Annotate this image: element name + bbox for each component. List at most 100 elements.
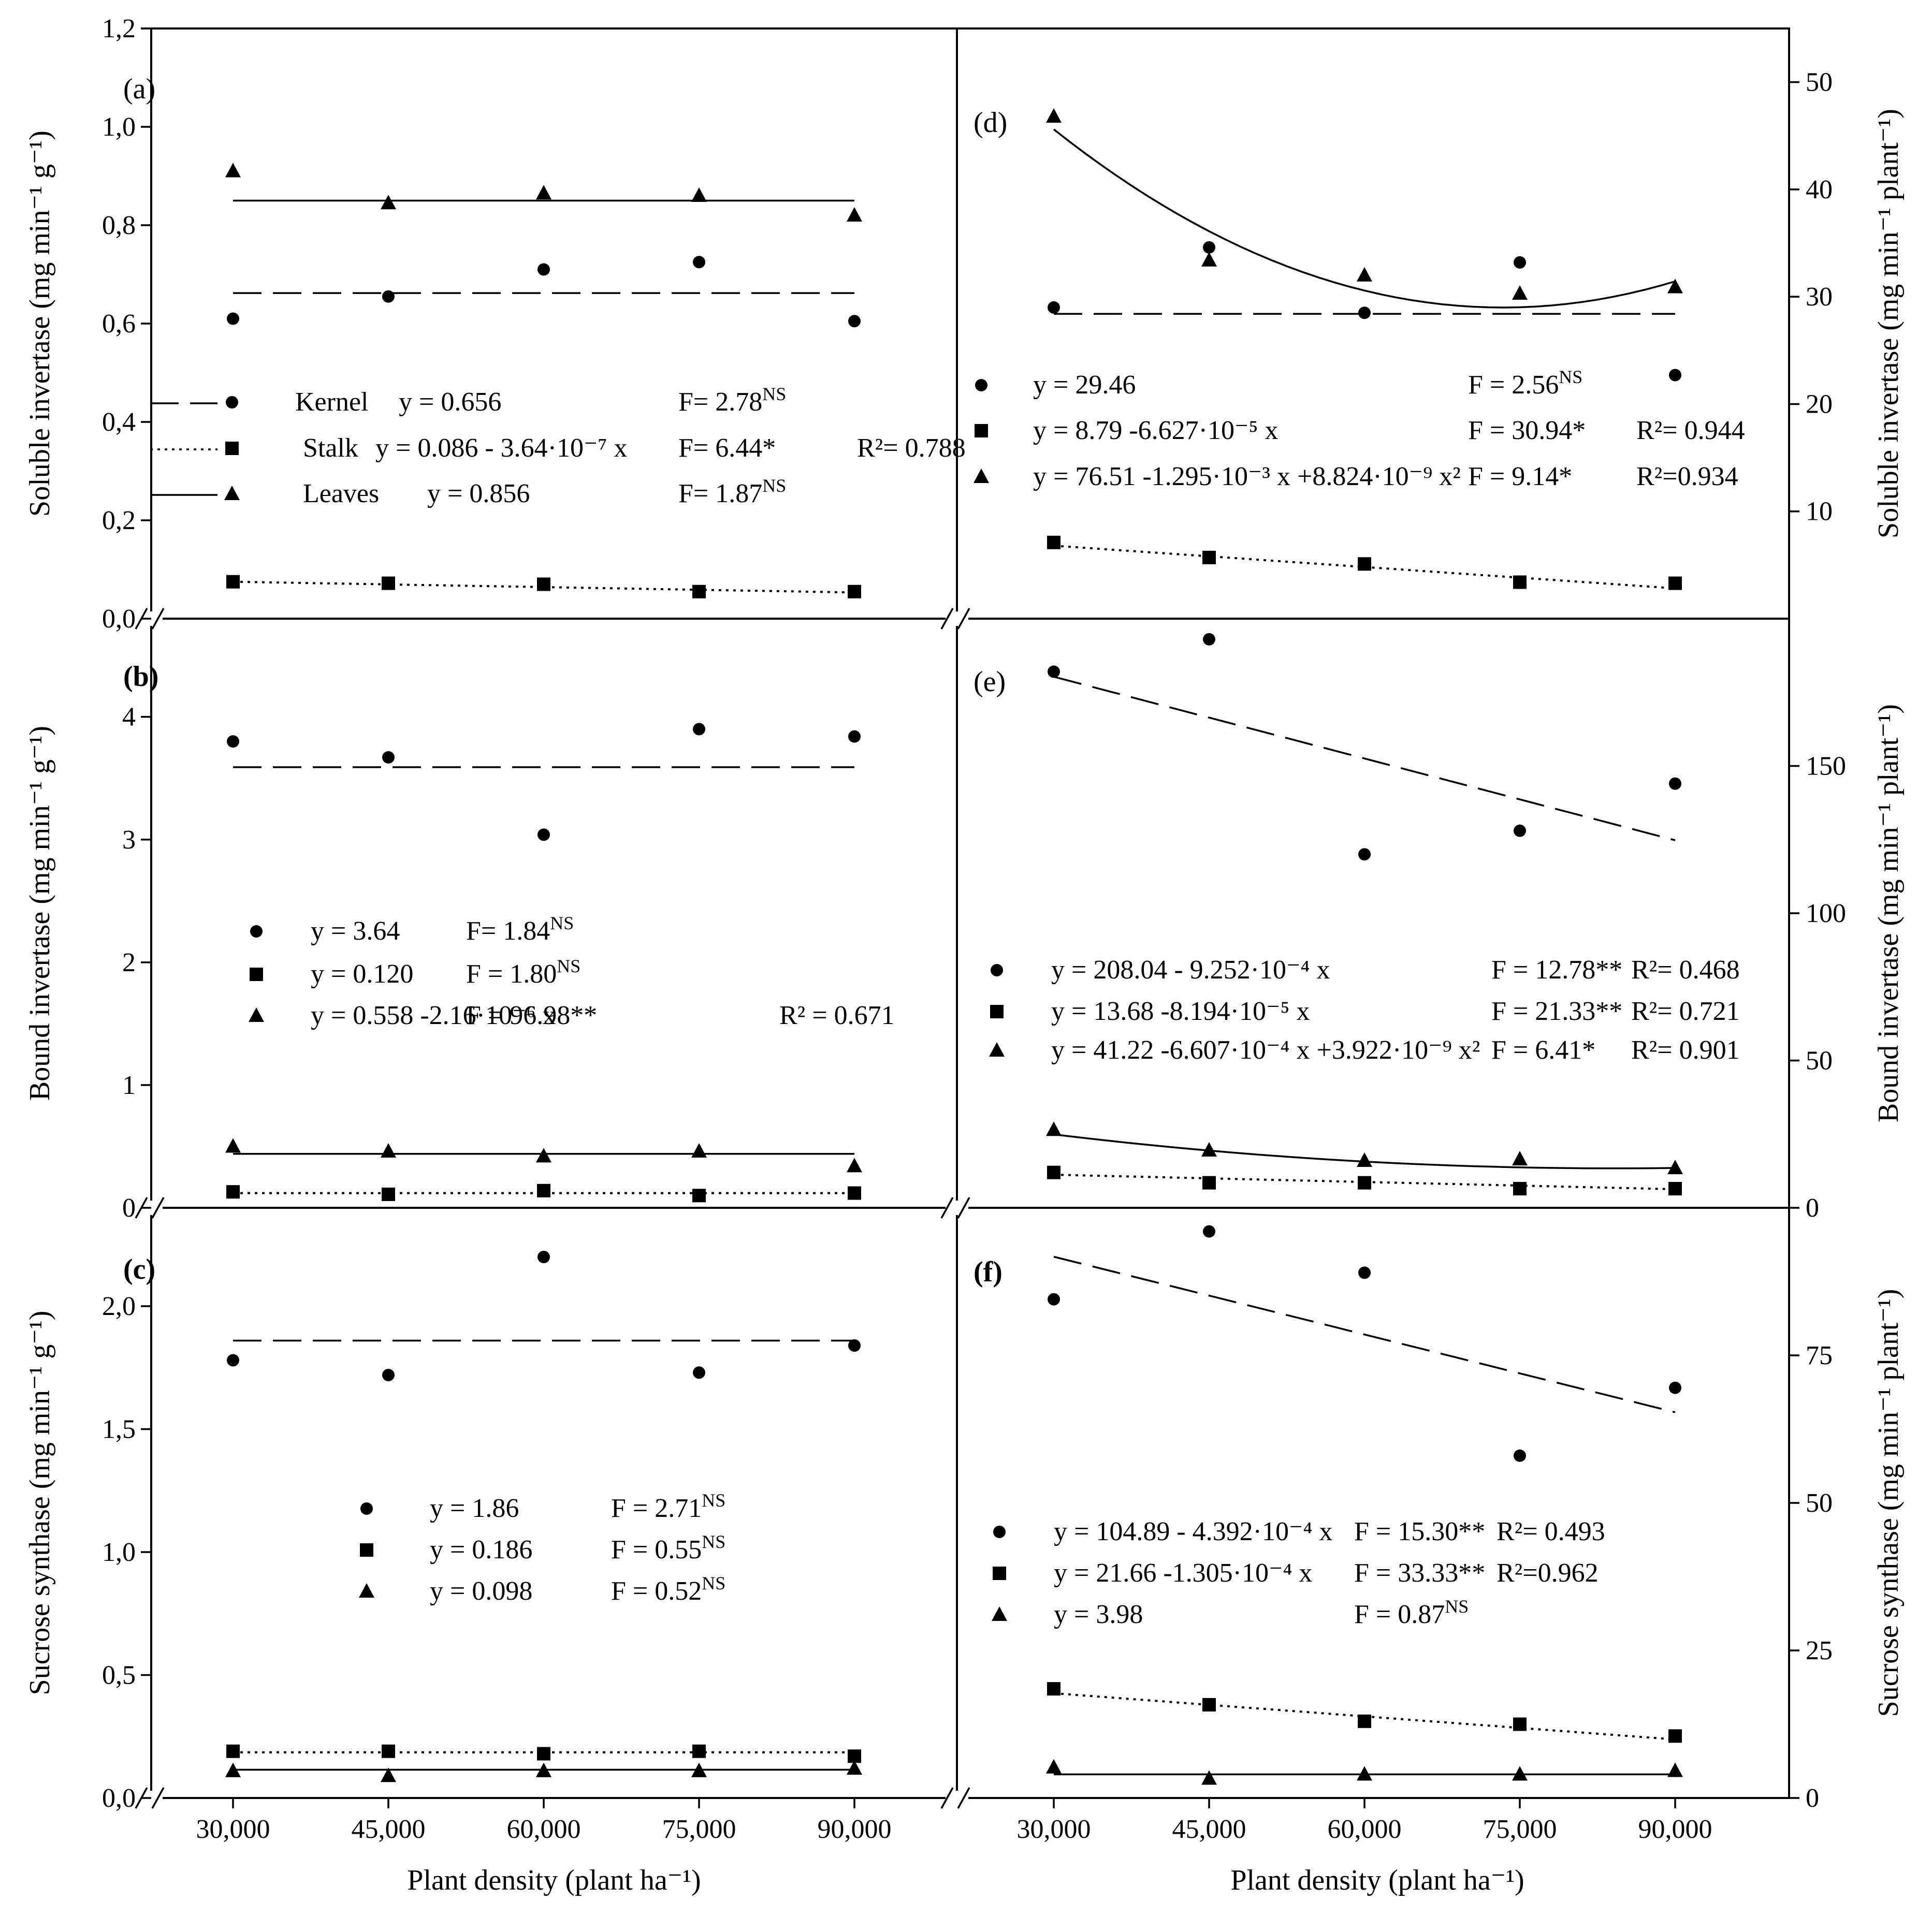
legend-marker-stalk: [990, 1005, 1004, 1018]
fit-line-kernel: [1053, 676, 1676, 841]
panel-label: (b): [123, 661, 158, 693]
panel-label: (d): [974, 107, 1007, 139]
data-point-leaves: [536, 1148, 551, 1163]
data-point-kernel: [693, 1366, 705, 1379]
y-tick-label: 0,2: [102, 506, 136, 535]
legend-name: Stalk: [303, 433, 358, 463]
equation-text: y = 3.64: [311, 916, 400, 946]
equation-r2: R²=0.962: [1497, 1558, 1599, 1588]
panel-d: 10 20 30 40 50 Soluble invertase (mg min⁻¹ pl…: [974, 68, 1905, 590]
equation-f: F = 0.55NS: [611, 1531, 725, 1565]
y-tick-label: 30: [1806, 282, 1833, 312]
axis-break-mark: [940, 1787, 954, 1809]
panel-label: (f): [974, 1256, 1003, 1288]
panel-label: (c): [123, 1253, 155, 1285]
data-point-stalk: [537, 1747, 550, 1761]
legend-marker-stalk: [225, 442, 239, 455]
axis-break-mark: [151, 1787, 165, 1809]
legend-marker-stalk: [360, 1543, 373, 1557]
data-point-leaves: [1046, 108, 1062, 123]
y-tick-label: 75: [1806, 1341, 1833, 1370]
equation-f: F= 1.87NS: [678, 475, 786, 508]
data-point-stalk: [1513, 575, 1527, 589]
data-point-kernel: [1358, 306, 1371, 319]
x-tick-label: 45,000: [352, 1815, 426, 1844]
data-point-kernel: [1048, 301, 1060, 314]
panel-a: 0,0 0,2 0,4 0,6 0,8 1,0 1,2 Soluble invertase (…: [24, 14, 966, 634]
data-point-kernel: [1514, 256, 1526, 269]
legend-marker-leaves: [992, 1606, 1007, 1621]
equation-f: F = 12.78**: [1491, 955, 1622, 985]
data-point-stalk: [692, 1744, 706, 1758]
x-tick-label: 30,000: [1017, 1815, 1091, 1844]
panel-label: (a): [123, 73, 155, 105]
legend-marker-kernel: [250, 925, 263, 938]
y-tick-label: 10: [1806, 497, 1833, 527]
equation-text: y = 0.120: [311, 959, 413, 989]
equation-text: y = 0.856: [427, 479, 530, 508]
panel-c: 0,0 0,5 1,0 1,5 2,0 Sucrose synthase (mg min⁻…: [24, 1251, 862, 1813]
legend-marker-stalk: [975, 424, 988, 437]
equation-r2: R²= 0.901: [1631, 1035, 1740, 1065]
data-point-leaves: [536, 1762, 551, 1777]
x-tick-label: 75,000: [662, 1815, 736, 1844]
axis-break-mark: [151, 608, 165, 630]
data-point-leaves: [1667, 1762, 1683, 1777]
data-point-leaves: [1512, 1766, 1528, 1781]
data-point-stalk: [382, 1744, 395, 1758]
fit-line-leaves: [1053, 128, 1676, 309]
data-point-leaves: [1357, 1152, 1372, 1167]
legend-marker-kernel: [993, 1526, 1006, 1538]
x-tick-label: 45,000: [1172, 1815, 1246, 1844]
equation-f: F= 1.84NS: [466, 913, 574, 946]
data-point-leaves: [847, 1760, 862, 1775]
equation-f: F= 2.78NS: [678, 384, 786, 417]
data-point-kernel: [1669, 369, 1681, 382]
y-tick-label: 0,6: [102, 309, 136, 339]
data-point-kernel: [382, 751, 395, 764]
y-tick-label: 1,5: [102, 1415, 136, 1444]
data-point-stalk: [537, 577, 550, 591]
legend-marker-leaves: [359, 1583, 374, 1598]
y-tick-label: 1,0: [102, 112, 136, 142]
axis-break-mark: [151, 1197, 165, 1219]
data-point-kernel: [382, 1369, 395, 1381]
y-tick-label: 25: [1806, 1636, 1833, 1665]
panel-e: 0 50 100 150 Bound invertase (mg min⁻¹ plant…: [974, 633, 1905, 1223]
equation-f: F = 0.87NS: [1354, 1596, 1469, 1629]
x-tick-label: 60,000: [507, 1815, 581, 1844]
data-point-kernel: [227, 1354, 239, 1367]
equation-text: y = 8.79 -6.627·10⁻⁵ x: [1033, 416, 1279, 445]
y-axis-label: Soluble invertase (mg min⁻¹ g⁻¹): [24, 130, 56, 517]
data-point-kernel: [538, 1251, 550, 1263]
data-point-stalk: [692, 1189, 706, 1203]
legend-marker-leaves: [249, 1007, 264, 1022]
equation-f: F = 0.52NS: [611, 1573, 725, 1606]
data-point-leaves: [1357, 1766, 1372, 1781]
equation-text: y = 208.04 - 9.252·10⁻⁴ x: [1051, 955, 1330, 985]
equation-f: F= 6.44*: [678, 433, 776, 463]
y-tick-label: 50: [1806, 1488, 1833, 1518]
data-point-kernel: [1358, 848, 1371, 861]
data-point-leaves: [1046, 1759, 1062, 1774]
data-point-kernel: [1203, 633, 1215, 646]
data-point-leaves: [225, 163, 241, 178]
data-point-stalk: [1668, 1182, 1682, 1196]
equation-f: F = 30.94*: [1468, 416, 1586, 445]
axis-break-mark: [957, 1197, 970, 1219]
panel-label: (e): [974, 666, 1006, 698]
equation-r2: R²= 0.468: [1631, 955, 1740, 985]
y-tick-label: 0,5: [102, 1661, 136, 1690]
equation-r2: R²= 0.944: [1636, 416, 1745, 445]
legend-marker-kernel: [226, 396, 238, 408]
data-point-leaves: [847, 1158, 862, 1173]
data-point-leaves: [1201, 252, 1217, 267]
data-point-kernel: [227, 312, 239, 325]
data-point-kernel: [1203, 1225, 1215, 1238]
data-point-stalk: [1202, 1176, 1216, 1190]
equation-f-superscript: NS: [762, 475, 786, 496]
equation-text: y = 0.186: [430, 1535, 532, 1565]
equation-f-superscript: NS: [557, 956, 580, 976]
equation-f-superscript: NS: [762, 384, 786, 404]
equation-text: y = 76.51 -1.295·10⁻³ x +8.824·10⁻⁹ x²: [1033, 462, 1461, 491]
